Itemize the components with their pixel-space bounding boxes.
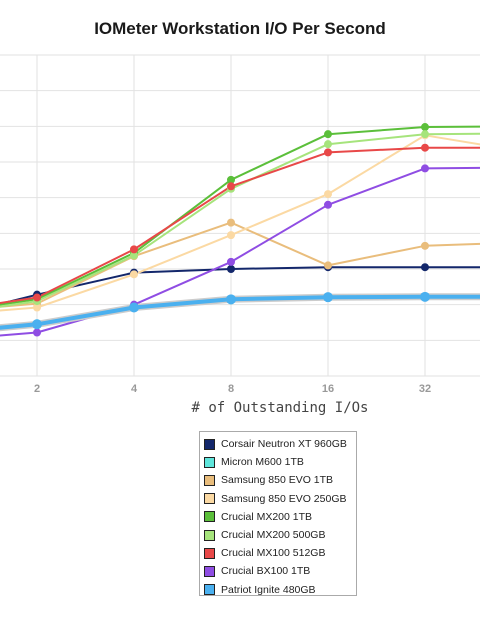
data-point[interactable] bbox=[130, 270, 138, 279]
legend-label: Crucial MX200 500GB bbox=[221, 529, 326, 542]
legend-label: Samsung 850 EVO 1TB bbox=[221, 474, 334, 487]
legend-label: Micron M600 1TB bbox=[221, 456, 304, 469]
grid-lines bbox=[0, 54, 480, 377]
legend-swatch bbox=[204, 529, 215, 541]
data-point[interactable] bbox=[227, 231, 235, 240]
data-point[interactable] bbox=[324, 200, 332, 209]
data-point[interactable] bbox=[421, 130, 429, 139]
legend-label: Crucial MX100 512GB bbox=[221, 547, 326, 560]
legend-item[interactable]: Crucial BX100 1TB bbox=[204, 562, 356, 580]
series-line-shadow bbox=[0, 293, 480, 332]
legend-item[interactable]: Crucial MX200 1TB bbox=[204, 508, 356, 526]
series-line bbox=[0, 132, 480, 308]
data-point[interactable] bbox=[130, 251, 138, 260]
x-axis-label: # of Outstanding I/Os bbox=[191, 400, 369, 416]
data-point[interactable] bbox=[324, 261, 332, 270]
x-tick-label: 8 bbox=[228, 383, 234, 395]
legend-swatch bbox=[204, 456, 215, 468]
legend-swatch bbox=[204, 474, 215, 486]
series-points bbox=[32, 123, 430, 337]
legend-label: Corsair Neutron XT 960GB bbox=[221, 438, 347, 451]
legend-label: Patriot Ignite 480GB bbox=[221, 583, 316, 596]
data-point[interactable] bbox=[323, 292, 333, 303]
x-tick-label: 2 bbox=[34, 383, 40, 395]
legend-item[interactable]: Corsair Neutron XT 960GB bbox=[204, 435, 356, 453]
data-point[interactable] bbox=[130, 245, 138, 254]
line-chart: 2 4 8 16 32 bbox=[0, 54, 480, 395]
data-point[interactable] bbox=[227, 257, 235, 266]
chart-title: IOMeter Workstation I/O Per Second bbox=[94, 19, 386, 38]
legend-swatch bbox=[204, 547, 215, 559]
legend-item[interactable]: Samsung 850 EVO 250GB bbox=[204, 490, 356, 508]
data-point[interactable] bbox=[421, 143, 429, 152]
legend-item[interactable]: Micron M600 1TB bbox=[204, 453, 356, 471]
legend-label: Crucial BX100 1TB bbox=[221, 565, 311, 578]
legend-item[interactable]: Samsung 850 EVO 1TB bbox=[204, 471, 356, 489]
legend-label: Samsung 850 EVO 250GB bbox=[221, 492, 347, 505]
legend-swatch bbox=[204, 565, 215, 577]
data-point[interactable] bbox=[421, 164, 429, 173]
x-tick-label: 16 bbox=[322, 383, 334, 395]
legend: Corsair Neutron XT 960GB Micron M600 1TB S… bbox=[199, 431, 357, 596]
data-point[interactable] bbox=[129, 302, 139, 313]
x-tick-label: 4 bbox=[131, 383, 138, 395]
data-point[interactable] bbox=[324, 130, 332, 139]
legend-swatch bbox=[204, 493, 215, 505]
data-point[interactable] bbox=[324, 140, 332, 149]
legend-item[interactable]: Patriot Ignite 480GB bbox=[204, 581, 356, 599]
series-line bbox=[0, 266, 480, 305]
data-point[interactable] bbox=[324, 148, 332, 157]
data-point[interactable] bbox=[227, 218, 235, 227]
x-tick-labels: 2 4 8 16 32 bbox=[34, 383, 431, 395]
data-point[interactable] bbox=[421, 263, 429, 272]
series-line bbox=[0, 166, 480, 337]
legend-swatch bbox=[204, 584, 215, 596]
legend-item[interactable]: Crucial MX100 512GB bbox=[204, 544, 356, 562]
data-point[interactable] bbox=[324, 190, 332, 199]
legend-label: Crucial MX200 1TB bbox=[221, 510, 313, 523]
data-point[interactable] bbox=[227, 182, 235, 191]
data-point[interactable] bbox=[226, 294, 236, 305]
data-point[interactable] bbox=[33, 328, 41, 337]
data-point[interactable] bbox=[421, 241, 429, 250]
data-point[interactable] bbox=[32, 319, 42, 330]
legend-item[interactable]: Crucial MX200 500GB bbox=[204, 526, 356, 544]
data-point[interactable] bbox=[33, 293, 41, 302]
data-point[interactable] bbox=[420, 291, 430, 302]
data-point[interactable] bbox=[33, 303, 41, 312]
legend-swatch bbox=[204, 511, 215, 523]
data-point[interactable] bbox=[227, 175, 235, 184]
x-tick-label: 32 bbox=[419, 383, 431, 395]
data-point[interactable] bbox=[421, 123, 429, 132]
legend-swatch bbox=[204, 438, 215, 450]
data-point[interactable] bbox=[227, 265, 235, 273]
